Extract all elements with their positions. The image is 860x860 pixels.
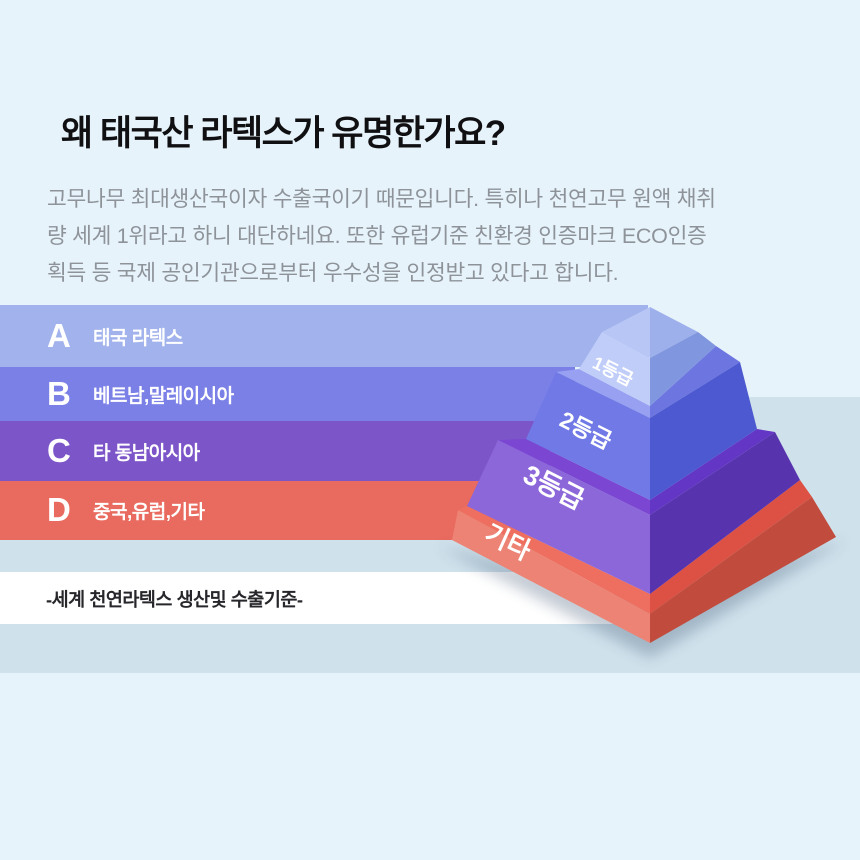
tier1-top-right xyxy=(650,307,698,358)
legend-row-c: C 타 동남아시아 xyxy=(0,421,550,481)
grade-letter-c: C xyxy=(47,431,71,469)
footnote: -세계 천연라텍스 생산및 수출기준- xyxy=(46,589,303,610)
grade-letter-d: D xyxy=(47,491,71,528)
paragraph-line-2: 량 세계 1위라고 하니 대단하네요. 또한 유럽기준 친환경 인증마크 ECO… xyxy=(47,224,707,248)
legend-row-d: D 중국,유럽,기타 xyxy=(0,481,524,540)
grade-label-c: 타 동남아시아 xyxy=(93,442,200,464)
tier1-right-face xyxy=(650,332,716,406)
grade-letter-b: B xyxy=(47,374,71,412)
grade-label-d: 중국,유럽,기타 xyxy=(93,502,205,523)
intro-paragraph: 고무나무 최대생산국이자 수출국이기 때문입니다. 특히나 천연고무 원액 채취… xyxy=(47,181,716,292)
paragraph-line-3: 획득 등 국제 공인기관으로부터 우수성을 인정받고 있다고 합니다. xyxy=(47,261,619,285)
legend-row-a: A 태국 라텍스 xyxy=(0,305,648,367)
grade-label-b: 베트남,말레이시아 xyxy=(93,385,234,407)
grade-label-a: 태국 라텍스 xyxy=(93,327,183,349)
page-title: 왜 태국산 라텍스가 유명한가요? xyxy=(61,114,506,153)
grade-letter-a: A xyxy=(47,316,71,354)
legend-row-b: B 베트남,말레이시아 xyxy=(0,367,575,421)
paragraph-line-1: 고무나무 최대생산국이자 수출국이기 때문입니다. 특히나 천연고무 원액 채취 xyxy=(47,187,716,211)
